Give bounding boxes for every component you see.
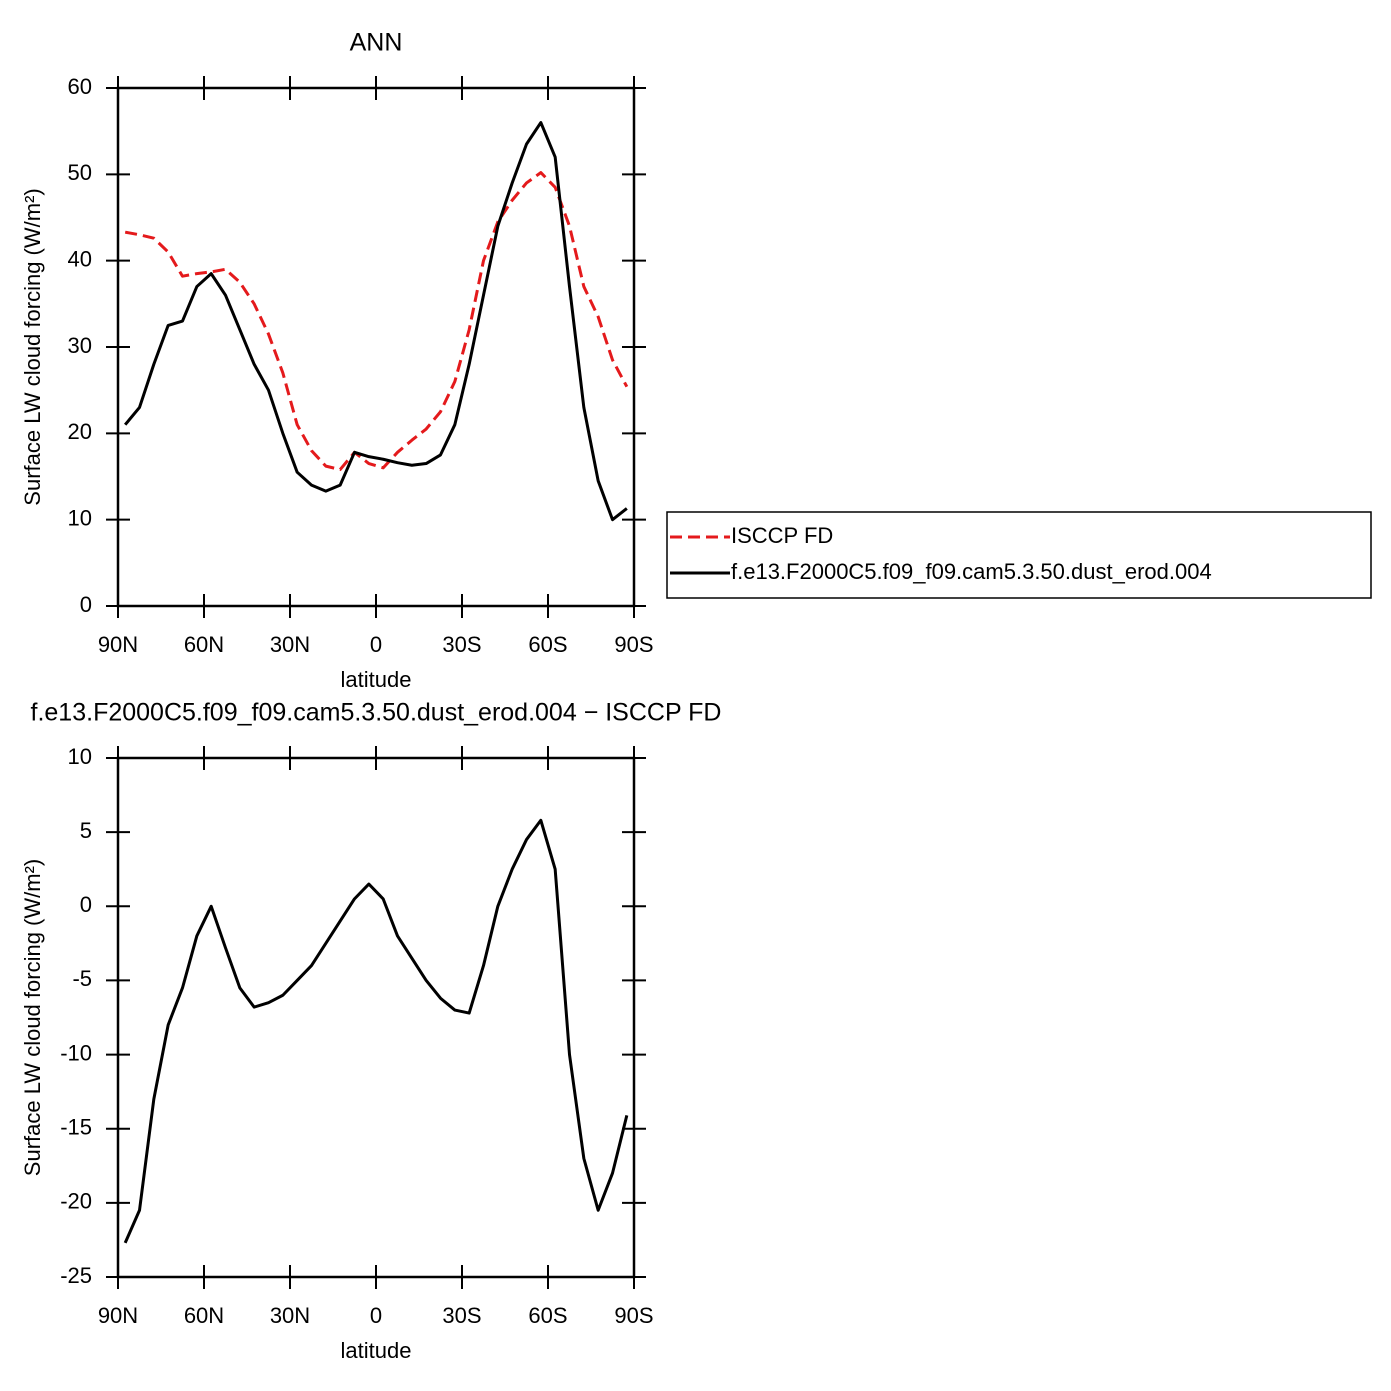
y-tick-label: -5: [72, 966, 92, 991]
plot-frame: [116, 86, 636, 608]
y-tick-label: 5: [80, 818, 92, 843]
y-tick-label: -10: [60, 1040, 92, 1065]
y-tick-label: 0: [80, 892, 92, 917]
x-tick-label: 30N: [270, 632, 310, 657]
series-line: [123, 818, 629, 1244]
x-tick-label: 30S: [442, 632, 481, 657]
x-tick-label: 90S: [614, 632, 653, 657]
x-tick-label: 0: [370, 1303, 382, 1328]
y-tick-label: -20: [60, 1189, 92, 1214]
x-axis-label: latitude: [341, 667, 412, 692]
x-tick-label: 60N: [184, 1303, 224, 1328]
y-tick-label: 40: [68, 246, 92, 271]
y-tick-label: 10: [68, 744, 92, 769]
plot-frame: [116, 756, 636, 1279]
legend-label: f.e13.F2000C5.f09_f09.cam5.3.50.dust_ero…: [731, 559, 1212, 584]
x-tick-label: 30N: [270, 1303, 310, 1328]
y-axis-label: Surface LW cloud forcing (W/m²): [20, 859, 45, 1176]
y-tick-label: 60: [68, 74, 92, 99]
y-tick-label: 30: [68, 333, 92, 358]
x-axis-label: latitude: [341, 1338, 412, 1363]
y-axis-label: Surface LW cloud forcing (W/m²): [20, 188, 45, 505]
x-tick-label: 90N: [98, 1303, 138, 1328]
y-tick-label: 0: [80, 592, 92, 617]
x-tick-label: 90S: [614, 1303, 653, 1328]
series-line: [124, 121, 628, 522]
x-tick-label: 60N: [184, 632, 224, 657]
x-tick-label: 0: [370, 632, 382, 657]
legend-label: ISCCP FD: [731, 523, 833, 548]
y-tick-label: -15: [60, 1115, 92, 1140]
series-line: [124, 171, 629, 472]
y-tick-label: 20: [68, 419, 92, 444]
chart-title: f.e13.F2000C5.f09_f09.cam5.3.50.dust_ero…: [31, 699, 722, 727]
y-tick-label: 50: [68, 160, 92, 185]
y-tick-label: 10: [68, 505, 92, 530]
chart-title: ANN: [350, 29, 403, 57]
x-tick-label: 60S: [528, 1303, 567, 1328]
y-tick-label: -25: [60, 1263, 92, 1288]
x-tick-label: 60S: [528, 632, 567, 657]
legend-box: [666, 511, 1372, 599]
x-tick-label: 90N: [98, 632, 138, 657]
x-tick-label: 30S: [442, 1303, 481, 1328]
